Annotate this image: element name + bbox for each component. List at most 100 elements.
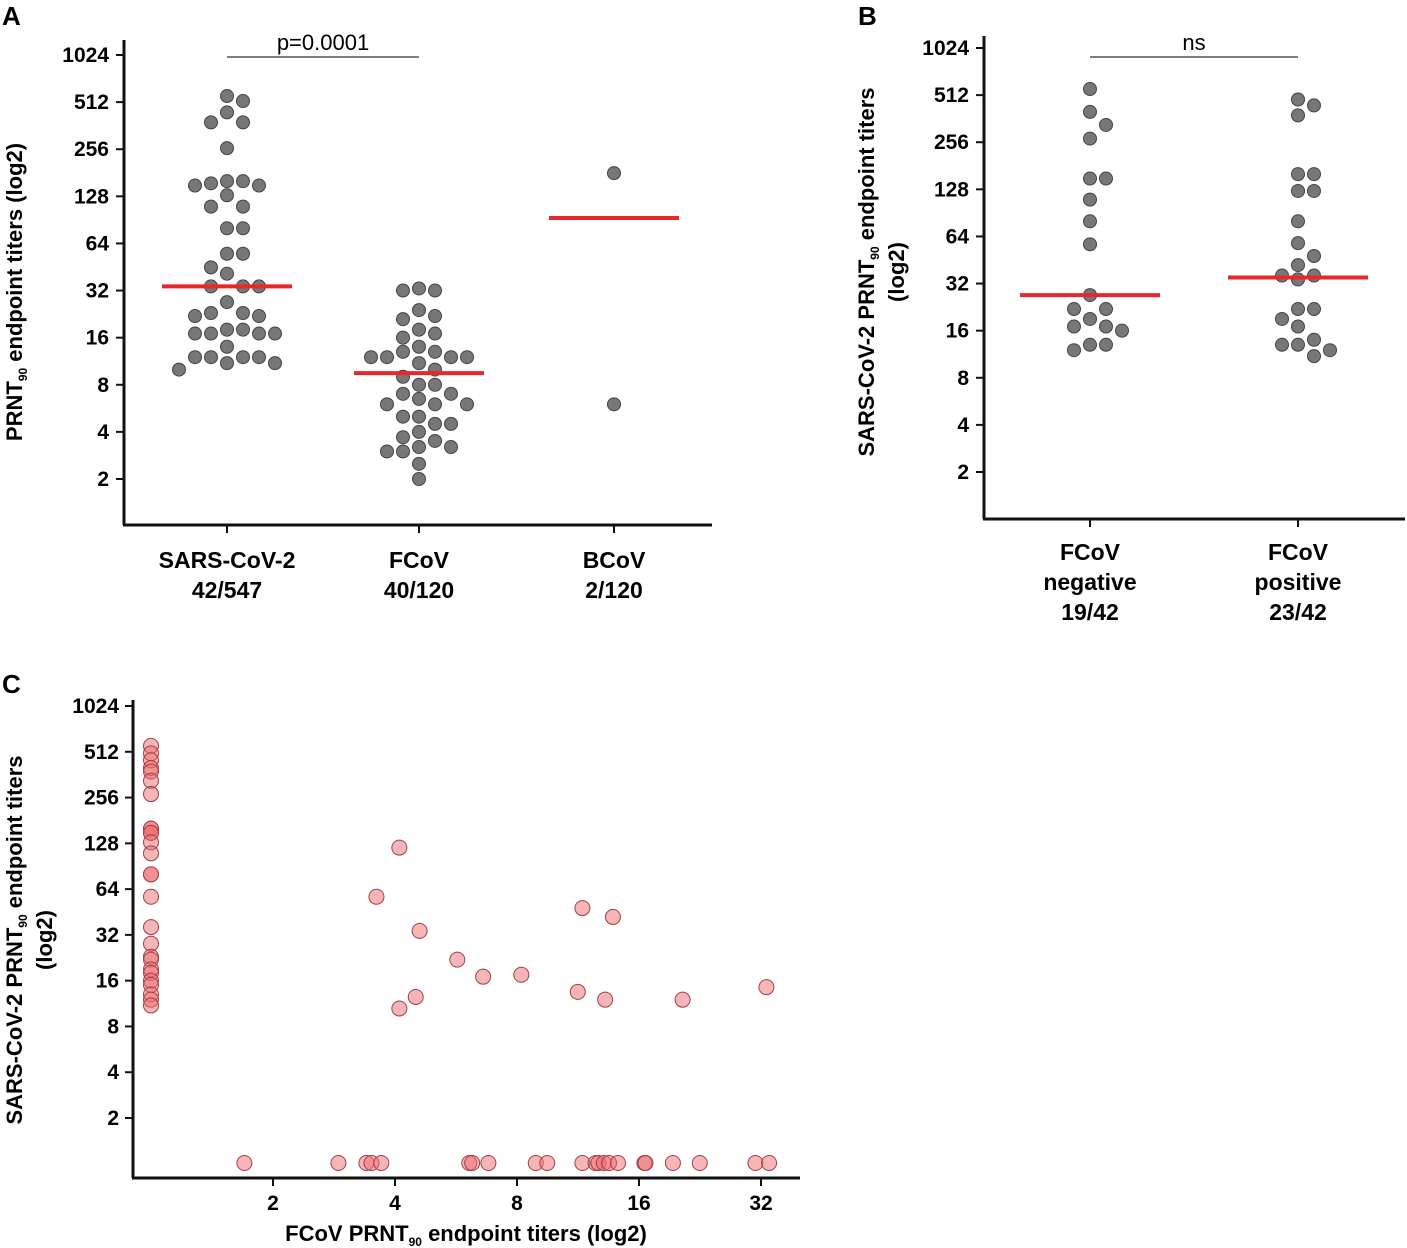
panel-a-data-point [236, 350, 250, 365]
panel-c-data-point [330, 1155, 347, 1171]
panel-a-data-point [380, 350, 394, 365]
panel-a-y-tick-label: 1024 [62, 44, 109, 67]
panel-b-data-point [1291, 92, 1305, 107]
panel-b-dots [1067, 82, 1337, 364]
panel-b-data-point [1083, 192, 1097, 207]
panel-a-data-point [220, 266, 234, 281]
panel-c-data-point [609, 1155, 626, 1171]
panel-c-y-tick-label: 8 [107, 1015, 119, 1038]
panel-a-data-point [460, 397, 474, 412]
panel-b-y-tick-label: 256 [934, 131, 969, 154]
panel-b-data-point [1099, 171, 1113, 186]
panel-a-data-point [444, 440, 458, 455]
panel-a-data-point [188, 326, 202, 341]
panel-c-data-point [391, 839, 408, 856]
panel-c-data-point [411, 922, 428, 939]
panel-b-data-point [1307, 183, 1321, 198]
panel-c-data-point [480, 1155, 497, 1171]
panel-b-data-point [1307, 302, 1321, 317]
panel-c-data-point [236, 1155, 253, 1171]
panel-c-x-label: FCoV PRNT90 endpoint titers (log2) [285, 1221, 647, 1248]
panel-a-significance-label: p=0.0001 [277, 30, 369, 55]
panel-b-y-tick-label: 4 [957, 414, 969, 437]
panel-b-data-point [1291, 108, 1305, 123]
panel-a-data-point [236, 306, 250, 321]
panel-a-data-point [396, 409, 410, 424]
panel-a-data-point [268, 356, 282, 371]
panel-b-y-tick-label: 64 [946, 225, 970, 248]
panel-c-x-tick-label: 4 [389, 1192, 401, 1215]
panel-c-data-point [368, 888, 385, 905]
panel-a-data-point [204, 199, 218, 214]
panel-b-data-point [1083, 214, 1097, 229]
panel-b-category-label: positive [1255, 569, 1342, 595]
panel-a-y-tick-label: 16 [86, 327, 109, 350]
panel-a-category-label: 42/547 [192, 577, 262, 603]
panel-a-data-point [236, 94, 250, 109]
panel-a-data-point [396, 344, 410, 359]
panel-a-data-point [428, 326, 442, 341]
panel-b-y-tick-label: 128 [934, 178, 969, 201]
panel-b-category-label: 23/42 [1269, 599, 1327, 625]
panel-a-data-point [412, 472, 426, 486]
panel-a-data-point [428, 283, 442, 298]
panel-b-y-ticks: 1024 512 256 128 64 32 16 8 4 2 [922, 37, 984, 484]
panel-b-y-tick-label: 2 [957, 461, 969, 484]
panel-a-data-point [412, 303, 426, 318]
panel-a-data-point [412, 356, 426, 371]
panel-a-category-label: FCoV [389, 547, 450, 573]
panel-a-data-point [412, 440, 426, 455]
panel-a-data-point [188, 350, 202, 365]
panel-a-categories: SARS-CoV-2 42/547 FCoV 40/120 BCoV 2/120 [159, 525, 646, 603]
panel-a-data-point [607, 166, 621, 181]
panel-b-data-point [1083, 131, 1097, 146]
panel-a-y-label: PRNT90 endpoint titers (log2) [2, 143, 30, 441]
panel-a-category-label: SARS-CoV-2 [159, 547, 296, 573]
panel-b-data-point [1291, 337, 1305, 352]
panel-b-data-point [1291, 302, 1305, 317]
panel-c-data-point [143, 772, 159, 789]
panel-c-data-point [637, 1155, 654, 1171]
panel-a-data-point [204, 176, 218, 191]
panel-a-data-point [220, 105, 234, 120]
panel-a-data-point [412, 409, 426, 424]
panel-a-data-point [220, 221, 234, 236]
panel-b-data-point [1067, 319, 1081, 334]
panel-b-data-point [1275, 311, 1289, 326]
panel-c-data-point [143, 888, 159, 905]
panel-a-data-point [204, 326, 218, 341]
panel-a-data-point [396, 330, 410, 345]
panel-a-data-point [428, 416, 442, 431]
panel-b-data-point [1307, 349, 1321, 364]
panel-b-y-label-line2: (log2) [884, 242, 909, 302]
panel-a-data-point [188, 178, 202, 193]
panel-a-data-point [396, 430, 410, 445]
panel-b-data-point [1291, 183, 1305, 198]
panel-c-x-tick-label: 8 [511, 1192, 523, 1215]
panel-c-data-point [513, 966, 530, 983]
panel-c-data-point [143, 866, 159, 883]
panel-c-data-point [539, 1155, 556, 1171]
panel-a-data-point [428, 377, 442, 392]
panel-c-data-point [407, 988, 424, 1005]
panel-a-data-point [428, 397, 442, 412]
panel-a-data-point [412, 377, 426, 392]
panel-b-data-point [1291, 236, 1305, 251]
panel-a-data-point [396, 386, 410, 401]
panel-a-category-label: 40/120 [384, 577, 454, 603]
panel-c-data-point [604, 908, 621, 925]
panel-a-data-point [428, 344, 442, 359]
panel-c-y-tick-label: 16 [96, 970, 119, 993]
panel-a-data-point [444, 416, 458, 431]
panel-a-data-point [220, 246, 234, 261]
panel-c-y-tick-label: 1024 [72, 695, 119, 718]
panel-c-y-tick-label: 128 [84, 832, 119, 855]
panel-a-data-point [412, 339, 426, 354]
panel-c-y-label-line2: (log2) [32, 910, 57, 970]
panel-a-data-point [607, 397, 621, 412]
panel-c-x-ticks: 2 4 8 16 32 [267, 1178, 773, 1215]
panel-b-data-point [1291, 167, 1305, 182]
panel-a-data-point [412, 322, 426, 337]
panel-c-x-tick-label: 32 [749, 1192, 772, 1215]
